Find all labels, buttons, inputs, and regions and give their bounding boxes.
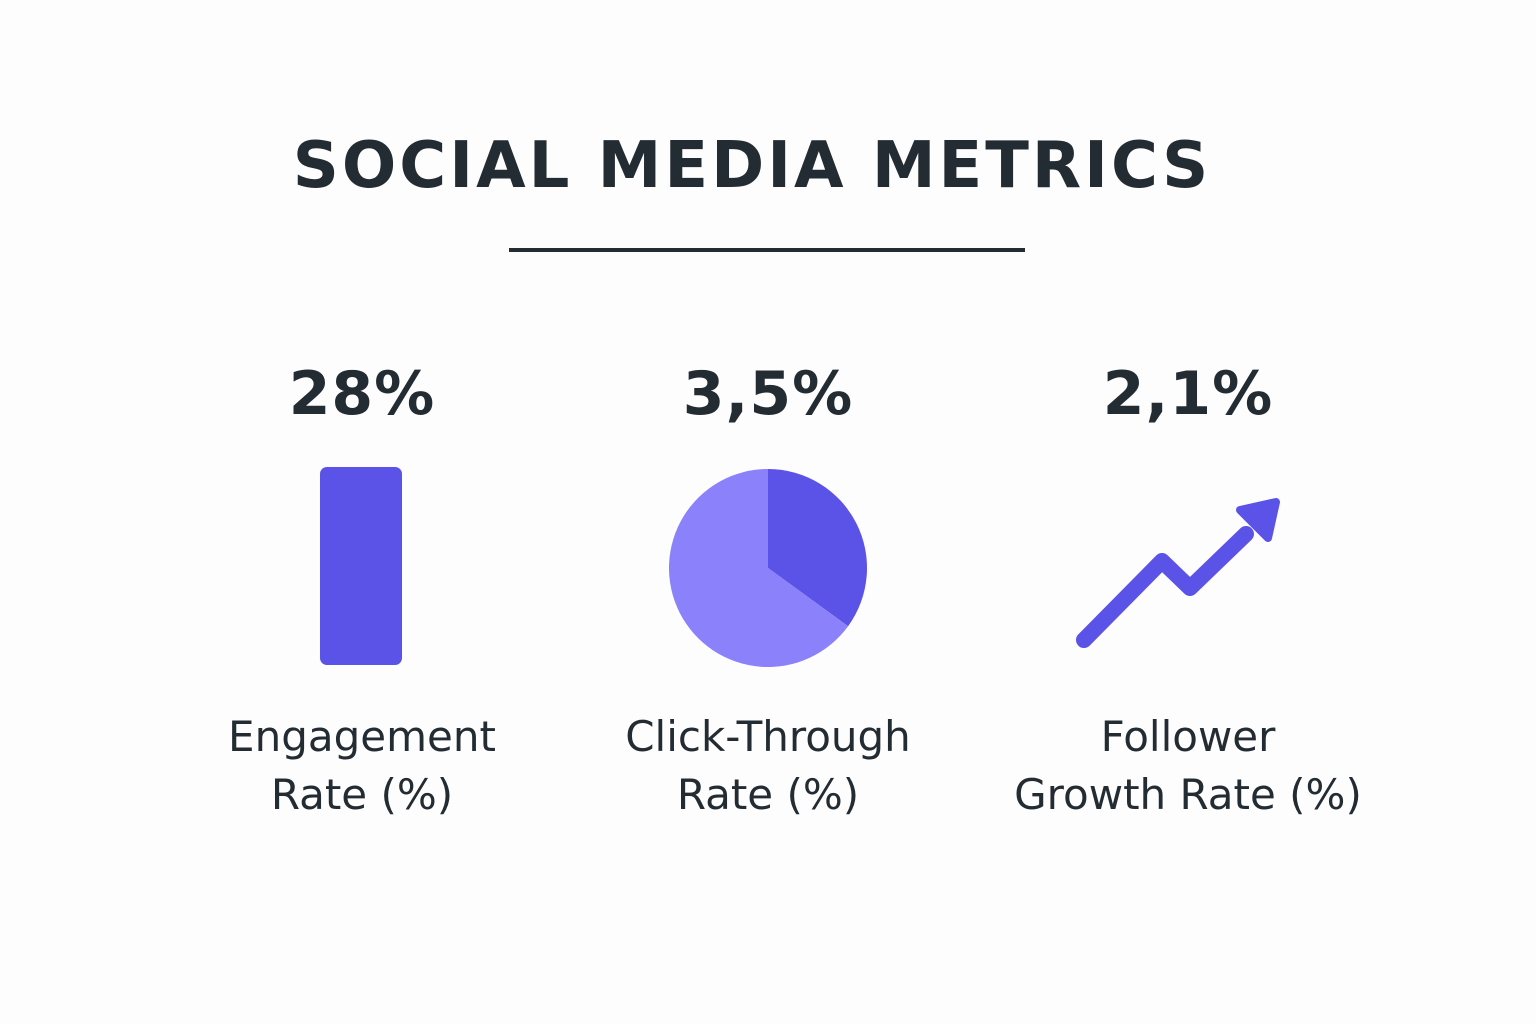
engagement-bar xyxy=(320,467,402,665)
metric-label-line-1: Engagement xyxy=(228,712,496,761)
metric-click-through-rate: 3,5% Click-Through Rate (%) xyxy=(558,350,978,830)
pie-slice-1 xyxy=(768,469,867,627)
metric-engagement-rate: 28% Engagement Rate (%) xyxy=(152,350,572,830)
metric-label-line-1: Click-Through xyxy=(625,712,911,761)
pie-icon xyxy=(669,469,867,667)
trend-arrowhead xyxy=(1236,498,1280,542)
metric-label-line-1: Follower xyxy=(1100,712,1276,761)
pie-chart xyxy=(669,469,867,667)
metric-label-line-2: Rate (%) xyxy=(270,770,454,819)
pie-slice-2 xyxy=(669,469,849,667)
metric-follower-growth-rate: 2,1% Follower Growth Rate (%) xyxy=(978,350,1398,830)
trend-up-arrow-icon xyxy=(1076,498,1280,648)
trend-line xyxy=(1076,526,1254,648)
metric-value: 2,1% xyxy=(1102,359,1274,429)
title-divider xyxy=(509,248,1025,252)
metric-label: Follower Growth Rate (%) xyxy=(978,708,1398,824)
metric-label: Click-Through Rate (%) xyxy=(558,708,978,824)
metric-label: Engagement Rate (%) xyxy=(152,708,572,824)
page-title: SOCIAL MEDIA METRICS xyxy=(292,129,1212,203)
metric-label-line-2: Growth Rate (%) xyxy=(1014,770,1362,819)
bar-icon xyxy=(320,467,402,665)
metric-value: 28% xyxy=(288,359,436,429)
metric-value: 3,5% xyxy=(682,359,854,429)
metric-label-line-2: Rate (%) xyxy=(676,770,860,819)
